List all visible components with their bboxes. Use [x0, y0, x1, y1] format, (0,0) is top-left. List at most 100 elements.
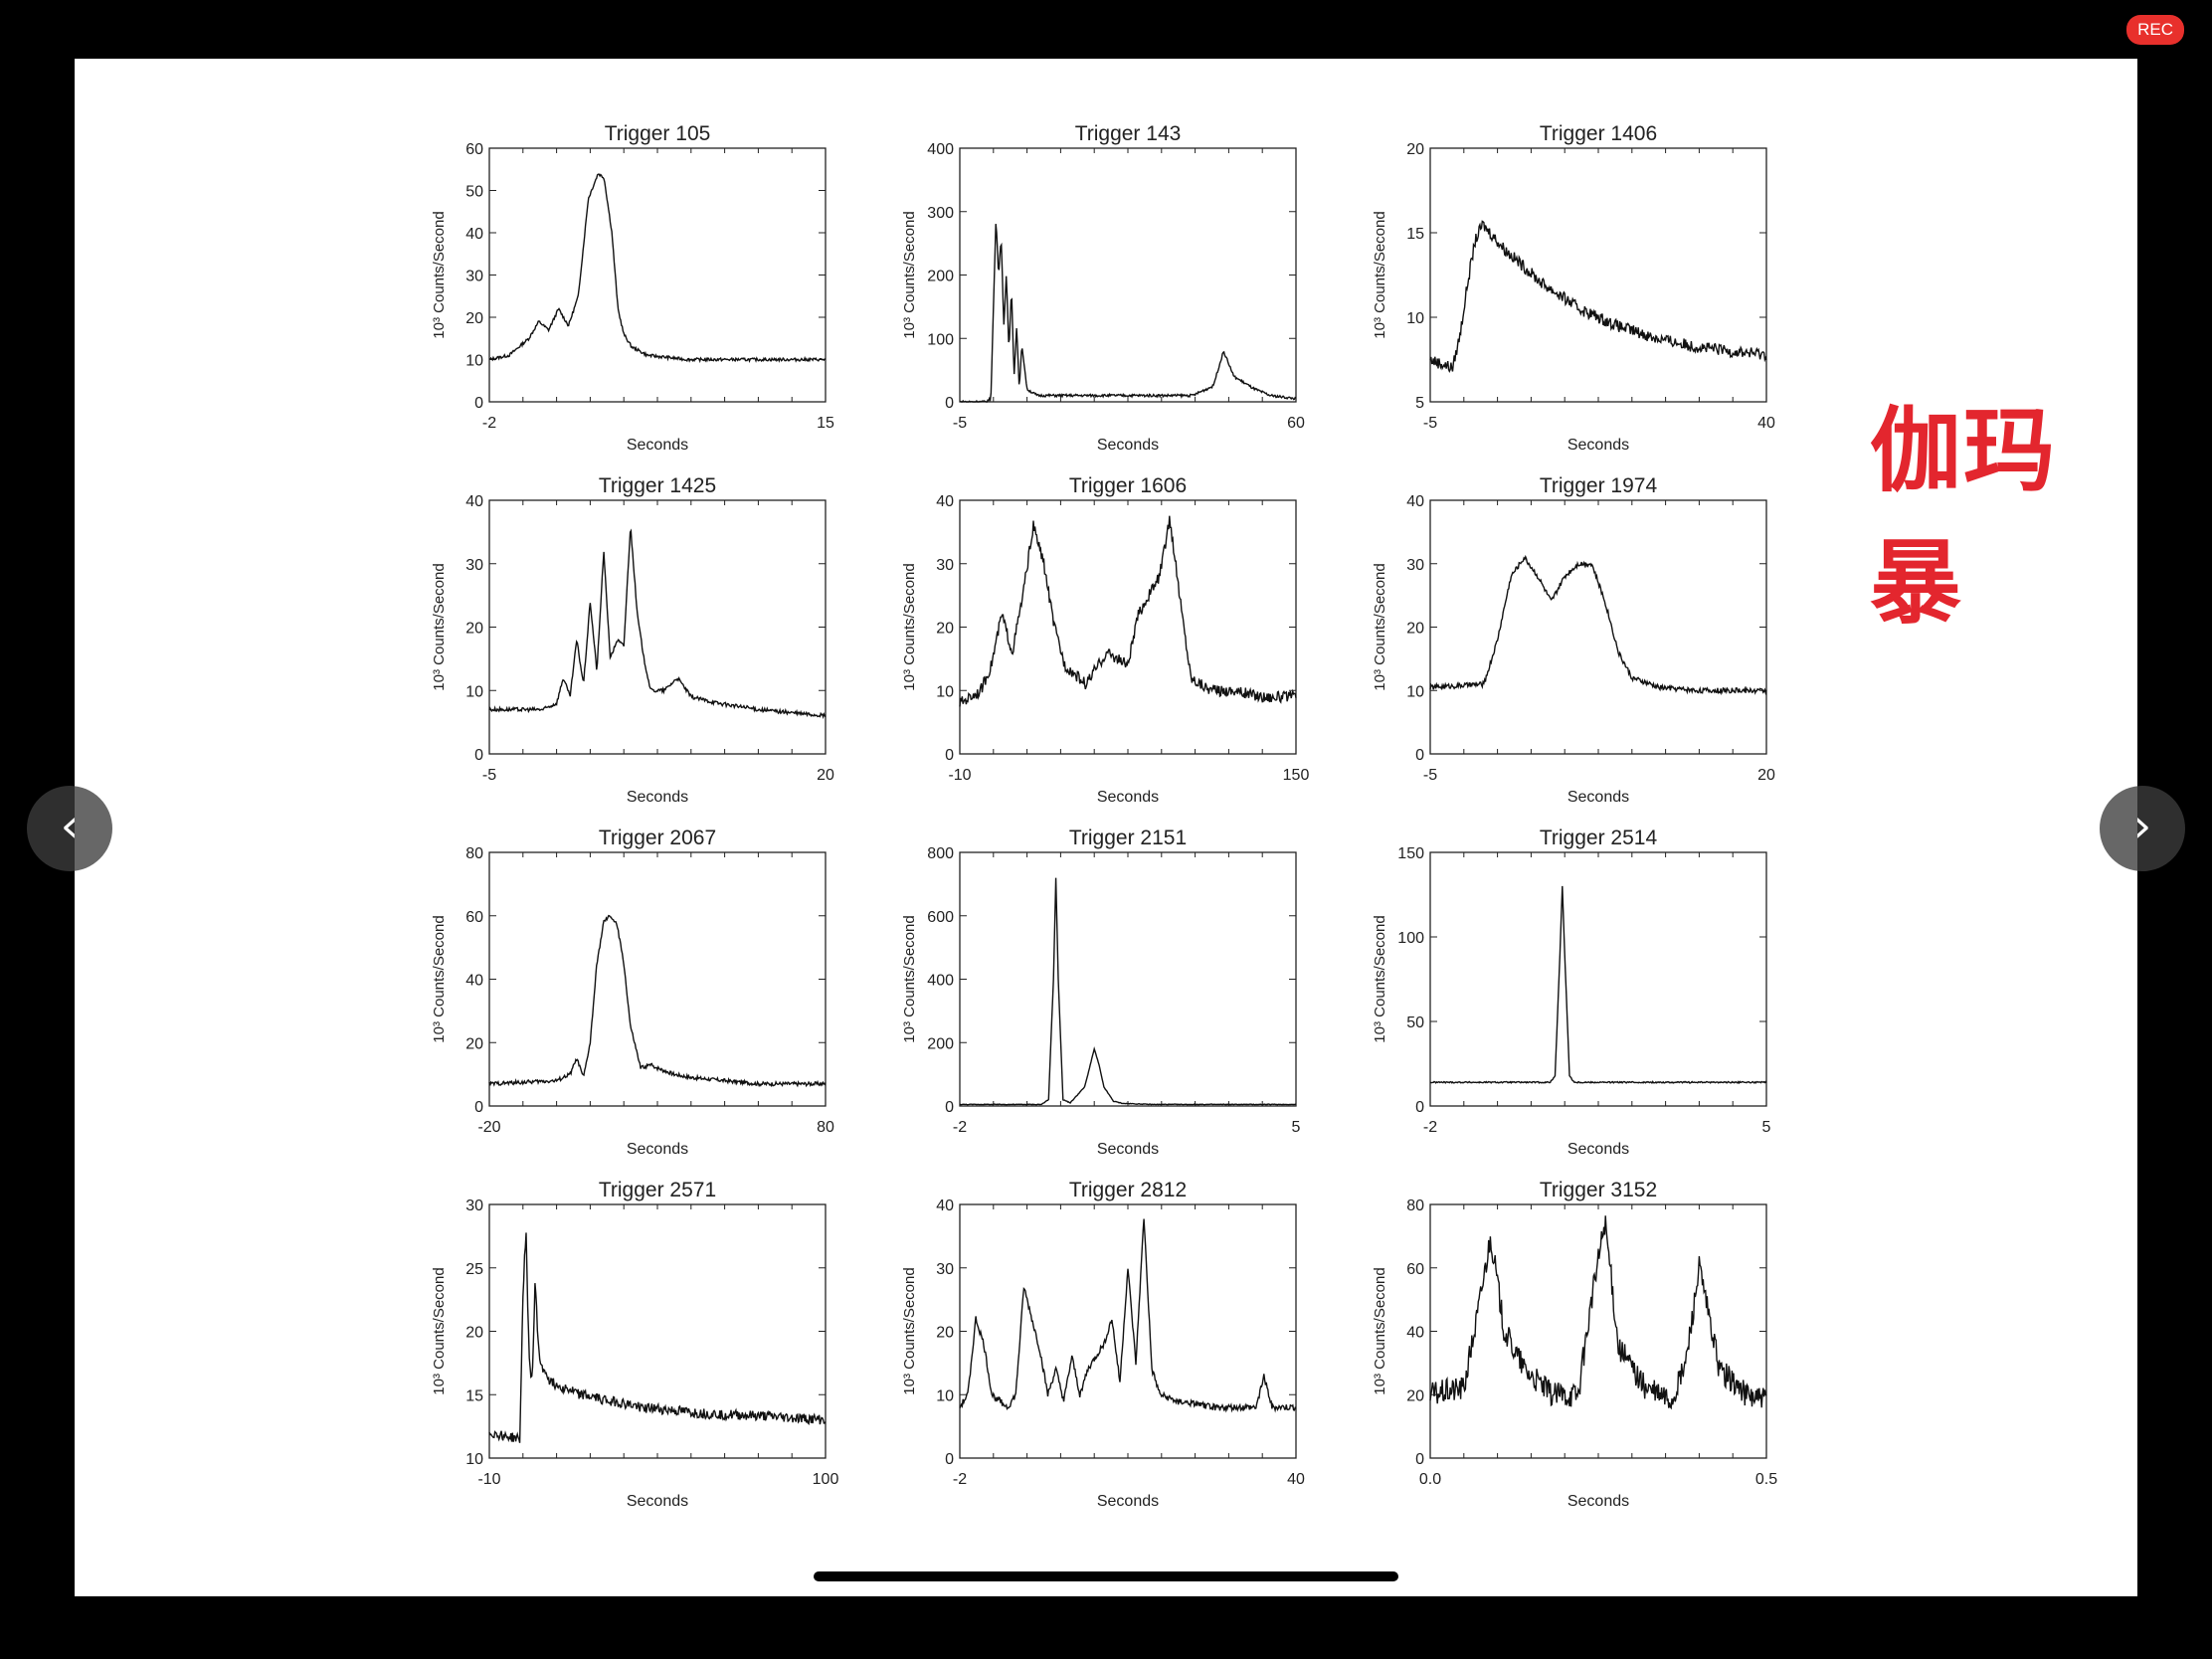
y-axis-label: 10³ Counts/Second	[901, 1267, 918, 1394]
y-tick-label: 20	[1406, 141, 1424, 158]
y-tick-label: 20	[1406, 621, 1424, 638]
chart-panel: Trigger 1406 5 10 15 20 -5 40 Seconds 10³ Counts…	[1372, 122, 1775, 454]
y-tick-label: 100	[927, 331, 954, 348]
series-line	[1429, 885, 1767, 1085]
series-line	[1429, 1215, 1767, 1410]
y-tick-label: 10	[465, 1451, 483, 1468]
y-tick-label: 15	[465, 1387, 483, 1404]
chart-title: Trigger 2151	[1069, 827, 1187, 849]
chart-panel: Trigger 3152 0 20 40 60 80 0.0 0.5 Seconds 10³ Co…	[1372, 1179, 1777, 1510]
x-tick-label: -2	[953, 1471, 967, 1488]
x-tick-label: -5	[1423, 767, 1437, 784]
plot-frame	[959, 1203, 1297, 1459]
chart-panel: Trigger 2571 10 15 20 25 30 -10 100 Seconds 10³ C…	[431, 1179, 838, 1510]
series-line	[488, 528, 827, 720]
x-tick-label: -5	[482, 767, 496, 784]
y-axis-label: 10³ Counts/Second	[431, 915, 448, 1042]
x-tick-label: 5	[1762, 1119, 1771, 1136]
chart-panel: Trigger 105 0 10 20 30 40 50 60 -2 15 Seconds 10³ C…	[431, 122, 834, 454]
y-tick-label: 0	[945, 1451, 954, 1468]
chart-panel: Trigger 1425 0 10 20 30 40 -5 20 Seconds 10³ Coun…	[431, 474, 834, 806]
y-tick-label: 25	[465, 1261, 483, 1278]
x-axis-label: Seconds	[1097, 1493, 1159, 1510]
chart-title: Trigger 1406	[1540, 122, 1657, 145]
y-tick-label: 20	[465, 1035, 483, 1052]
x-axis-label: Seconds	[627, 437, 688, 454]
x-axis-label: Seconds	[1097, 789, 1159, 806]
x-tick-label: 15	[817, 415, 834, 432]
plot-frame	[488, 499, 827, 755]
y-tick-label: 15	[1406, 226, 1424, 243]
x-tick-label: -20	[477, 1119, 500, 1136]
x-tick-label: 60	[1287, 415, 1305, 432]
y-tick-label: 10	[936, 1387, 954, 1404]
y-axis-label: 10³ Counts/Second	[1372, 563, 1388, 690]
next-slide-button[interactable]: ›	[2100, 786, 2185, 871]
y-tick-label: 200	[927, 269, 954, 285]
y-tick-label: 10	[1406, 683, 1424, 700]
slide: Trigger 105 0 10 20 30 40 50 60 -2 15 Seconds 10³ C…	[75, 59, 2137, 1596]
chevron-right-icon: ›	[2132, 799, 2152, 852]
x-axis-label: Seconds	[627, 1141, 688, 1158]
chevron-left-icon: ‹	[60, 799, 80, 852]
x-axis-label: Seconds	[1567, 437, 1629, 454]
x-tick-label: -10	[948, 767, 971, 784]
x-tick-label: -2	[1423, 1119, 1437, 1136]
series-line	[488, 1232, 827, 1443]
y-tick-label: 150	[1397, 845, 1424, 862]
chart-panel: Trigger 143 0 100 200 300 400 -5 60 Seconds 10³ C…	[901, 122, 1305, 454]
previous-slide-button[interactable]: ‹	[27, 786, 112, 871]
y-tick-label: 30	[465, 269, 483, 285]
y-axis-label: 10³ Counts/Second	[901, 211, 918, 338]
y-tick-label: 10	[465, 353, 483, 370]
y-tick-label: 60	[465, 141, 483, 158]
y-tick-label: 80	[1406, 1198, 1424, 1214]
y-axis-label: 10³ Counts/Second	[1372, 1267, 1388, 1394]
y-tick-label: 40	[1406, 493, 1424, 510]
x-tick-label: -5	[953, 415, 967, 432]
y-axis-label: 10³ Counts/Second	[431, 1267, 448, 1394]
y-tick-label: 800	[927, 845, 954, 862]
plot-frame	[959, 851, 1297, 1107]
chart-title: Trigger 3152	[1540, 1179, 1657, 1201]
x-axis-label: Seconds	[1567, 1141, 1629, 1158]
x-axis-label: Seconds	[1567, 789, 1629, 806]
y-tick-label: 60	[465, 909, 483, 926]
x-tick-label: -2	[953, 1119, 967, 1136]
plot-frame	[1429, 1203, 1767, 1459]
y-tick-label: 400	[927, 141, 954, 158]
y-tick-label: 300	[927, 205, 954, 222]
x-tick-label: -5	[1423, 415, 1437, 432]
y-tick-label: 0	[474, 747, 483, 764]
chart-title: Trigger 143	[1075, 122, 1182, 145]
y-tick-label: 40	[1406, 1325, 1424, 1342]
y-axis-label: 10³ Counts/Second	[431, 211, 448, 338]
chart-title: Trigger 105	[605, 122, 711, 145]
chart-panel: Trigger 2514 0 50 100 150 -2 5 Seconds 10³ Count…	[1372, 827, 1771, 1158]
plot-frame	[1429, 851, 1767, 1107]
y-tick-label: 20	[465, 1325, 483, 1342]
y-tick-label: 10	[1406, 310, 1424, 327]
y-tick-label: 0	[474, 1099, 483, 1116]
plot-frame	[1429, 147, 1767, 403]
y-tick-label: 40	[465, 493, 483, 510]
y-tick-label: 40	[936, 493, 954, 510]
y-tick-label: 10	[465, 683, 483, 700]
plot-frame	[959, 499, 1297, 755]
series-line	[959, 1218, 1297, 1413]
y-axis-label: 10³ Counts/Second	[1372, 915, 1388, 1042]
x-tick-label: 150	[1283, 767, 1310, 784]
home-indicator-bar[interactable]	[814, 1571, 1398, 1581]
series-line	[488, 914, 827, 1088]
y-tick-label: 40	[465, 226, 483, 243]
y-tick-label: 5	[1415, 395, 1424, 412]
plot-frame	[488, 1203, 827, 1459]
y-tick-label: 200	[927, 1035, 954, 1052]
y-tick-label: 40	[936, 1198, 954, 1214]
y-tick-label: 600	[927, 909, 954, 926]
y-tick-label: 80	[465, 845, 483, 862]
y-tick-label: 30	[465, 557, 483, 574]
y-tick-label: 60	[1406, 1261, 1424, 1278]
y-tick-label: 20	[936, 1325, 954, 1342]
y-tick-label: 0	[945, 395, 954, 412]
